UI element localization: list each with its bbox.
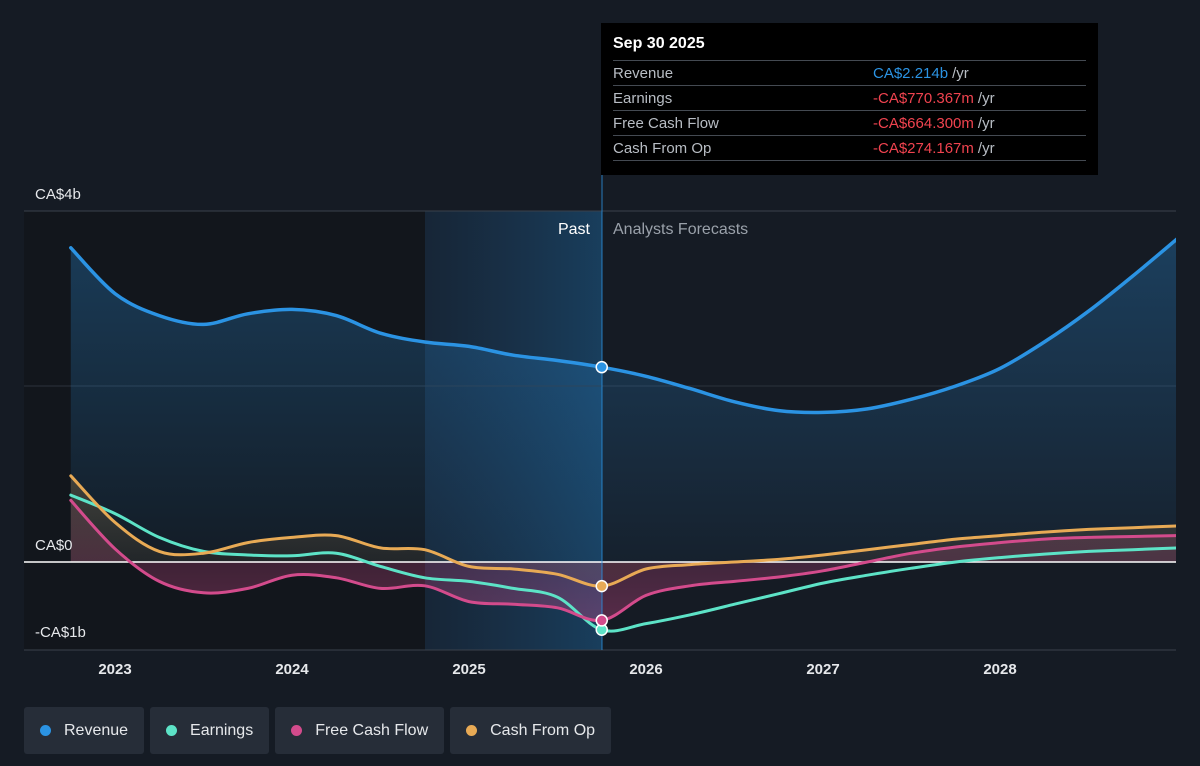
tooltip-row-label: Earnings [613,89,673,107]
x-tick-label: 2025 [452,661,485,678]
legend-item-cash-from-op[interactable]: Cash From Op [450,707,612,754]
legend-dot-icon [166,725,178,736]
y-tick-label: CA$4b [35,186,81,203]
x-tick-label: 2028 [983,661,1016,678]
legend-label: Earnings [190,721,254,739]
past-label: Past [558,221,591,238]
legend-dot-icon [466,725,478,736]
chart-legend: Revenue Earnings Free Cash Flow Cash Fro… [24,707,612,754]
legend-item-earnings[interactable]: Earnings [150,707,270,754]
cash-from-op-line [69,474,1176,588]
tooltip-row-earnings: Earnings -CA$770.367m /yr [613,85,1086,110]
tooltip-row-value: -CA$664.300m [873,114,974,132]
tooltip-row-unit: /yr [977,89,995,107]
forecast-label: Analysts Forecasts [613,221,748,238]
legend-dot-icon [291,725,303,736]
y-tick-label: -CA$1b [35,624,86,641]
legend-item-revenue[interactable]: Revenue [24,707,145,754]
data-tooltip: Sep 30 2025 Revenue CA$2.214b /yr Earnin… [601,23,1098,175]
legend-dot-icon [40,725,51,736]
legend-label: Revenue [64,721,129,739]
tooltip-row-free-cash-flow: Free Cash Flow -CA$664.300m /yr [613,110,1086,135]
free-cash-flow-line [69,498,1176,623]
revenue-line [69,237,1176,415]
tooltip-row-cash-from-op: Cash From Op -CA$274.167m /yr [613,135,1086,161]
cash-from-op-area [70,475,1176,587]
tooltip-row-label: Free Cash Flow [613,114,719,132]
cash-from-op-marker [595,579,608,593]
tooltip-row-value: -CA$770.367m [873,89,974,107]
revenue-marker [595,360,608,374]
x-tick-label: 2023 [98,661,131,678]
tooltip-date: Sep 30 2025 [613,35,705,52]
tooltip-row-unit: /yr [952,64,969,82]
legend-label: Cash From Op [490,721,596,739]
tooltip-row-value: -CA$274.167m [873,139,974,157]
tooltip-row-value: CA$2.214b [873,64,949,82]
y-tick-label: CA$0 [35,537,73,554]
x-tick-label: 2027 [806,661,839,678]
tooltip-row-unit: /yr [977,139,995,157]
tooltip-row-label: Revenue [613,64,674,82]
tooltip-row-unit: /yr [977,114,995,132]
free-cash-flow-marker [595,614,608,627]
tooltip-row-label: Cash From Op [613,139,712,157]
tooltip-row-revenue: Revenue CA$2.214b /yr [613,60,1086,85]
earnings-line [69,493,1176,633]
x-tick-label: 2026 [629,661,662,678]
x-tick-label: 2024 [275,661,309,678]
legend-label: Free Cash Flow [315,721,429,739]
legend-item-free-cash-flow[interactable]: Free Cash Flow [275,707,445,754]
